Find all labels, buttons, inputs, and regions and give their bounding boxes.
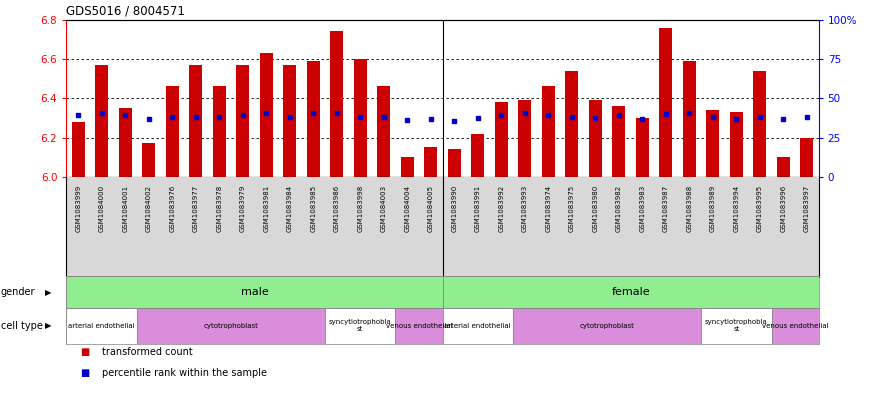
Text: GSM1083988: GSM1083988 xyxy=(687,185,692,232)
Text: GSM1083999: GSM1083999 xyxy=(75,185,81,232)
Bar xyxy=(283,65,296,177)
Bar xyxy=(330,31,343,177)
Bar xyxy=(72,122,85,177)
Bar xyxy=(236,65,250,177)
Text: GSM1083978: GSM1083978 xyxy=(216,185,222,232)
Bar xyxy=(212,86,226,177)
Text: GSM1083982: GSM1083982 xyxy=(616,185,622,232)
Text: ▶: ▶ xyxy=(45,288,51,297)
Text: GSM1084001: GSM1084001 xyxy=(122,185,128,232)
Bar xyxy=(659,28,673,177)
Bar xyxy=(325,308,396,344)
Text: GSM1083993: GSM1083993 xyxy=(522,185,527,232)
Text: transformed count: transformed count xyxy=(102,347,193,357)
Text: GSM1083990: GSM1083990 xyxy=(451,185,458,232)
Bar xyxy=(442,276,830,309)
Bar xyxy=(119,108,132,177)
Text: GSM1084000: GSM1084000 xyxy=(98,185,104,232)
Bar xyxy=(66,276,442,309)
Bar xyxy=(800,138,813,177)
Bar xyxy=(701,308,772,344)
Text: GSM1084005: GSM1084005 xyxy=(427,185,434,232)
Text: GSM1083995: GSM1083995 xyxy=(757,185,763,232)
Bar xyxy=(542,86,555,177)
Bar xyxy=(424,147,437,177)
Bar xyxy=(635,118,649,177)
Bar xyxy=(612,106,626,177)
Text: GSM1083992: GSM1083992 xyxy=(498,185,504,232)
Bar xyxy=(189,65,202,177)
Bar xyxy=(753,71,766,177)
Text: cytotrophoblast: cytotrophoblast xyxy=(204,323,258,329)
Text: arterial endothelial: arterial endothelial xyxy=(68,323,135,329)
Text: percentile rank within the sample: percentile rank within the sample xyxy=(102,368,266,378)
Text: GSM1084004: GSM1084004 xyxy=(404,185,411,232)
Bar xyxy=(448,149,461,177)
Text: GSM1083979: GSM1083979 xyxy=(240,185,246,232)
Bar xyxy=(519,100,531,177)
Text: syncytiotrophobla
st: syncytiotrophobla st xyxy=(705,319,767,332)
Text: GSM1083980: GSM1083980 xyxy=(592,185,598,232)
Text: cytotrophoblast: cytotrophoblast xyxy=(580,323,635,329)
Text: GSM1083994: GSM1083994 xyxy=(734,185,739,232)
Bar xyxy=(472,134,484,177)
Text: GDS5016 / 8004571: GDS5016 / 8004571 xyxy=(66,4,185,17)
Bar xyxy=(495,102,508,177)
Text: venous endothelial: venous endothelial xyxy=(386,323,452,329)
Text: GSM1083989: GSM1083989 xyxy=(710,185,716,232)
Bar xyxy=(165,86,179,177)
Text: ■: ■ xyxy=(80,347,88,357)
Bar xyxy=(772,308,819,344)
Text: GSM1083976: GSM1083976 xyxy=(169,185,175,232)
Text: GSM1083981: GSM1083981 xyxy=(263,185,269,232)
Text: GSM1084002: GSM1084002 xyxy=(146,185,151,232)
Bar xyxy=(377,86,390,177)
Text: gender: gender xyxy=(1,287,35,298)
Text: ■: ■ xyxy=(80,368,88,378)
Text: GSM1083975: GSM1083975 xyxy=(569,185,574,232)
Text: GSM1083986: GSM1083986 xyxy=(334,185,340,232)
Bar xyxy=(706,110,720,177)
Text: GSM1083987: GSM1083987 xyxy=(663,185,669,232)
Bar xyxy=(137,308,325,344)
Text: cell type: cell type xyxy=(1,321,42,331)
Bar xyxy=(396,308,442,344)
Bar xyxy=(354,59,366,177)
Text: GSM1083998: GSM1083998 xyxy=(358,185,363,232)
Bar xyxy=(730,112,743,177)
Bar xyxy=(513,308,701,344)
Text: venous endothelial: venous endothelial xyxy=(762,323,828,329)
Bar xyxy=(307,61,319,177)
Bar xyxy=(96,65,108,177)
Bar xyxy=(259,53,273,177)
Bar xyxy=(777,157,789,177)
Text: ▶: ▶ xyxy=(45,321,51,330)
Bar xyxy=(66,308,137,344)
Text: male: male xyxy=(241,287,268,298)
Text: GSM1083984: GSM1083984 xyxy=(287,185,293,232)
Text: GSM1083997: GSM1083997 xyxy=(804,185,810,232)
Text: GSM1084003: GSM1084003 xyxy=(381,185,387,232)
Text: GSM1083983: GSM1083983 xyxy=(639,185,645,232)
Bar xyxy=(589,100,602,177)
Text: GSM1083974: GSM1083974 xyxy=(545,185,551,232)
Text: arterial endothelial: arterial endothelial xyxy=(444,323,511,329)
Text: GSM1083991: GSM1083991 xyxy=(474,185,481,232)
Text: female: female xyxy=(612,287,650,298)
Bar xyxy=(683,61,696,177)
Text: GSM1083977: GSM1083977 xyxy=(193,185,198,232)
Bar xyxy=(566,71,578,177)
Text: GSM1083996: GSM1083996 xyxy=(781,185,787,232)
Text: syncytiotrophobla
st: syncytiotrophobla st xyxy=(329,319,391,332)
Bar xyxy=(401,157,413,177)
Bar xyxy=(142,143,155,177)
Bar xyxy=(442,308,513,344)
Text: GSM1083985: GSM1083985 xyxy=(311,185,316,232)
